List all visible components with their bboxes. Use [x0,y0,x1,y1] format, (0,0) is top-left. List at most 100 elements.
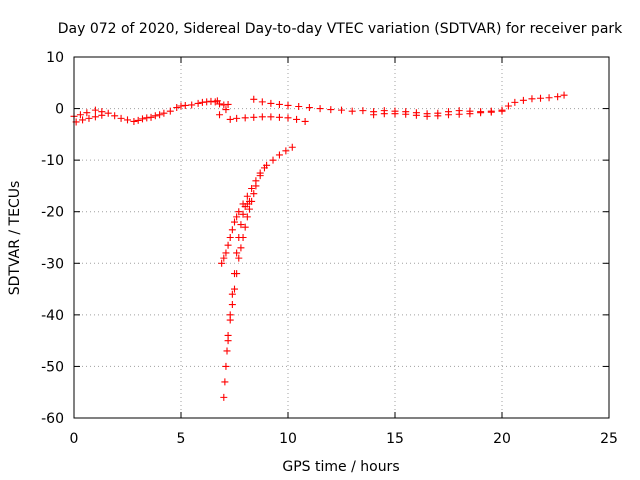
data-point [256,172,264,180]
data-point [216,111,224,119]
x-tick-label: 5 [177,431,186,447]
y-tick-label: 10 [46,50,64,66]
data-point [267,99,275,107]
data-point [124,116,131,124]
data-point [237,221,245,229]
data-point [245,197,253,205]
x-tick-label: 20 [493,431,511,447]
series-arc-9 [224,197,253,345]
data-point [220,393,228,401]
data-point [391,110,399,118]
data-point [222,249,230,257]
series-arc-7 [218,143,296,267]
data-point [194,99,202,107]
data-point [284,101,292,109]
data-point [487,108,495,116]
series-arc-1 [70,97,232,125]
data-point [267,113,275,121]
series-arc-2 [72,111,106,126]
data-point [91,113,99,121]
data-point [305,104,313,112]
data-point [181,101,189,109]
data-point [231,270,238,278]
data-point [252,182,260,190]
data-point [111,112,119,120]
data-point [160,109,168,117]
series-arc-8 [220,164,268,401]
data-point [188,101,196,109]
y-axis-tick-labels: 10 0 -10 -20 -30 -40 -50 -60 [41,50,64,427]
data-point [554,93,562,101]
series-arc-4 [370,107,506,120]
data-point [258,98,266,106]
data-point [370,111,378,119]
data-point [224,337,232,345]
data-point [213,97,221,105]
data-point [228,226,236,234]
data-point [260,164,268,172]
x-tick-label: 25 [600,431,618,447]
data-point [91,106,99,114]
data-point [243,213,251,221]
data-point [245,205,253,213]
data-point [511,98,519,106]
data-points [70,91,568,401]
data-point [250,95,258,103]
data-point [228,301,236,309]
data-point [83,109,91,117]
data-point [156,111,164,119]
data-point [235,208,243,216]
data-point [233,249,241,257]
chart-title: Day 072 of 2020, Sidereal Day-to-day VTE… [58,21,623,37]
y-tick-label: -60 [41,411,64,427]
data-point [455,110,463,118]
x-tick-label: 10 [279,431,297,447]
data-point [243,192,251,200]
data-point [269,156,277,164]
y-tick-label: -40 [41,308,64,324]
data-point [248,185,256,193]
data-point [528,95,536,103]
data-point [138,115,146,123]
data-point [224,241,232,249]
data-point [380,110,388,118]
x-axis-label: GPS time / hours [282,459,399,475]
data-point [282,147,290,155]
data-point [226,234,234,241]
series-arc-3 [250,91,568,118]
data-point [218,259,226,267]
data-point [98,111,106,119]
data-point [79,116,87,124]
data-point [477,109,485,117]
data-point [228,290,236,298]
data-point [466,110,474,118]
plot-frame [73,56,610,419]
y-tick-label: -20 [41,205,64,221]
data-point [85,114,93,122]
data-point [519,96,527,104]
y-tick-label: -30 [41,256,64,272]
data-point [231,285,238,293]
data-point [235,234,243,241]
data-point [147,113,155,121]
data-point [402,110,410,118]
data-point [233,213,241,221]
data-point [301,117,309,125]
data-point [226,311,234,319]
x-axis-tick-labels: 0 5 10 15 20 25 [70,431,618,447]
x-tick-label: 0 [70,431,79,447]
data-point [545,94,553,102]
data-point [338,106,345,114]
data-point [293,115,301,123]
data-point [223,347,231,355]
x-tick-label: 15 [386,431,404,447]
data-point [117,114,125,122]
data-point [239,210,247,218]
data-point [220,254,228,262]
data-point [233,114,241,122]
data-point [226,115,234,123]
y-axis-label: SDTVAR / TECUs [7,181,23,296]
data-point [237,244,245,252]
y-tick-label: -10 [41,153,64,169]
